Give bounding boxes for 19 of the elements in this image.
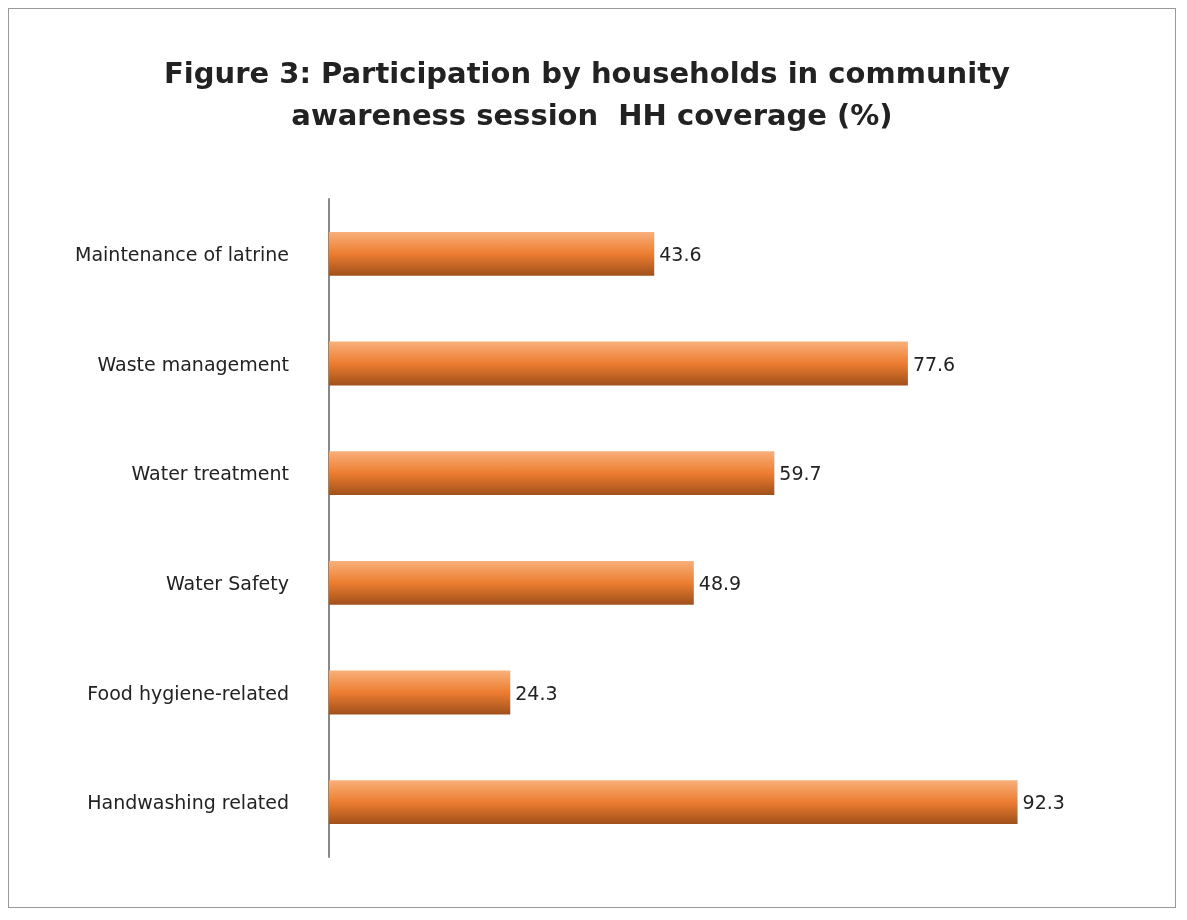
data-label: 43.6 (659, 242, 702, 265)
y-tick-label: Handwashing related (87, 791, 289, 814)
bar (329, 670, 511, 715)
data-label: 92.3 (1022, 791, 1065, 814)
data-label: 59.7 (779, 462, 822, 485)
bar (329, 231, 655, 276)
chart-title: Figure 3: Participation by households in community awareness session HH coverage (%) (163, 56, 1021, 132)
y-tick-label: Water treatment (131, 462, 289, 485)
bar (329, 560, 694, 605)
y-tick-label: Maintenance of latrine (75, 242, 289, 265)
data-label: 24.3 (515, 681, 558, 704)
y-tick-label: Waste management (97, 352, 289, 375)
y-tick-label: Water Safety (166, 571, 289, 594)
bar (329, 341, 908, 386)
data-label: 77.6 (912, 352, 956, 375)
data-label: 48.9 (698, 571, 742, 594)
y-tick-label: Food hygiene-related (87, 681, 289, 704)
bar (329, 780, 1018, 825)
bar (329, 451, 775, 496)
